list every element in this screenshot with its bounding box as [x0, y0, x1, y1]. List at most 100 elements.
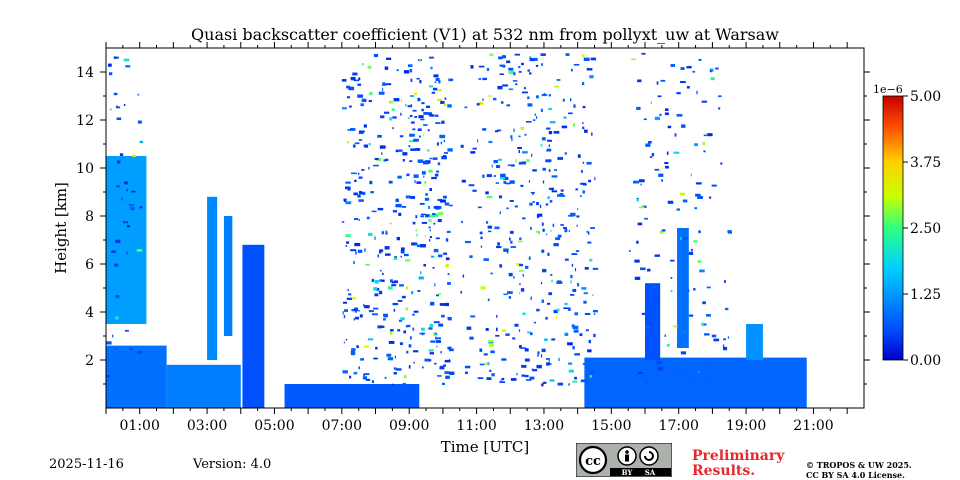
speckle	[437, 293, 442, 295]
speckle	[713, 338, 720, 342]
speckle	[348, 293, 352, 296]
speckle	[125, 65, 131, 68]
speckle	[421, 332, 424, 336]
speckle	[433, 333, 436, 336]
speckle	[631, 58, 637, 61]
speckle	[413, 310, 419, 313]
speckle	[347, 129, 351, 131]
speckle	[406, 350, 409, 354]
speckle	[414, 180, 416, 184]
speckle	[579, 333, 583, 337]
speckle	[379, 145, 386, 149]
speckle	[425, 214, 430, 218]
speckle	[373, 164, 379, 167]
speckle	[115, 295, 120, 299]
speckle	[694, 207, 697, 210]
speckle	[442, 195, 447, 199]
speckle	[412, 128, 416, 131]
speckle	[497, 158, 503, 161]
speckle	[499, 64, 505, 67]
speckle	[499, 381, 506, 383]
speckle	[368, 310, 374, 313]
speckle	[634, 276, 641, 280]
speckle	[435, 114, 439, 117]
speckle	[437, 218, 442, 223]
speckle	[567, 342, 573, 346]
speckle	[586, 230, 588, 233]
speckle	[439, 199, 446, 203]
speckle	[441, 155, 447, 160]
speckle	[584, 266, 589, 270]
speckle	[582, 126, 585, 130]
speckle	[354, 142, 360, 145]
speckle	[532, 119, 536, 121]
speckle	[521, 91, 528, 94]
speckle	[529, 72, 532, 75]
speckle	[347, 96, 351, 99]
speckle	[392, 127, 394, 130]
speckle	[400, 247, 405, 251]
speckle	[508, 272, 513, 277]
speckle	[582, 363, 585, 365]
speckle	[368, 232, 373, 236]
speckle	[388, 340, 395, 344]
speckle	[548, 292, 553, 296]
speckle	[402, 152, 408, 156]
speckle	[489, 53, 494, 57]
speckle	[358, 219, 361, 221]
speckle	[346, 141, 349, 144]
speckle	[545, 317, 548, 320]
speckle	[341, 107, 347, 110]
speckle	[443, 252, 448, 255]
speckle	[413, 361, 415, 364]
speckle	[528, 256, 531, 260]
speckle	[513, 275, 515, 279]
speckle	[679, 237, 682, 240]
speckle	[139, 206, 143, 209]
speckle	[421, 366, 424, 369]
speckle	[533, 57, 538, 61]
speckle	[395, 368, 402, 371]
speckle	[448, 78, 454, 82]
speckle	[437, 89, 442, 92]
speckle	[462, 274, 465, 278]
speckle	[534, 113, 537, 116]
speckle	[363, 124, 367, 128]
speckle	[469, 336, 474, 340]
speckle	[351, 309, 357, 312]
speckle	[397, 329, 401, 332]
data-region-cloud-column-0330	[223, 216, 233, 336]
speckle	[573, 104, 576, 108]
speckle	[550, 274, 553, 276]
speckle	[709, 68, 714, 72]
speckle	[417, 159, 424, 163]
speckle	[436, 294, 439, 297]
speckle	[577, 208, 579, 210]
speckle	[424, 181, 427, 184]
speckle	[434, 283, 436, 287]
x-tick-label: 03:00	[187, 418, 227, 434]
speckle	[572, 325, 579, 330]
x-tick-label: 19:00	[726, 418, 766, 434]
speckle	[531, 368, 534, 372]
speckle	[550, 229, 552, 232]
speckle	[408, 144, 411, 148]
speckle	[490, 350, 495, 354]
speckle	[557, 194, 563, 197]
x-tick-label: 07:00	[322, 418, 362, 434]
speckle	[444, 371, 450, 374]
speckle	[449, 317, 451, 321]
speckle	[588, 179, 592, 183]
speckle	[551, 175, 558, 178]
speckle	[354, 316, 359, 320]
speckle	[367, 338, 374, 341]
speckle	[577, 282, 580, 287]
speckle	[666, 343, 670, 347]
speckle	[574, 376, 577, 380]
speckle	[443, 140, 446, 143]
speckle	[508, 88, 514, 91]
data-region-cloud-column-0415	[242, 244, 265, 408]
speckle	[592, 267, 599, 270]
speckle	[670, 277, 673, 279]
speckle	[553, 243, 559, 247]
